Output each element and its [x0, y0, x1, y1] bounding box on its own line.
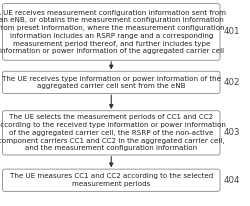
FancyBboxPatch shape [2, 71, 220, 94]
FancyBboxPatch shape [2, 4, 220, 60]
Text: A UE receives measurement configuration information sent from
an eNB, or obtains: A UE receives measurement configuration … [0, 9, 226, 54]
Text: 401: 401 [224, 27, 240, 36]
Text: 403: 403 [224, 128, 240, 137]
FancyBboxPatch shape [2, 111, 220, 155]
FancyBboxPatch shape [2, 169, 220, 191]
Text: The UE measures CC1 and CC2 according to the selected
measurement periods: The UE measures CC1 and CC2 according to… [10, 173, 213, 187]
Text: 404: 404 [224, 176, 240, 185]
Text: The UE receives type information or power information of the
aggregated carrier : The UE receives type information or powe… [2, 76, 221, 89]
Text: The UE selects the measurement periods of CC1 and CC2
according to the received : The UE selects the measurement periods o… [0, 114, 226, 151]
Text: 402: 402 [224, 78, 240, 87]
